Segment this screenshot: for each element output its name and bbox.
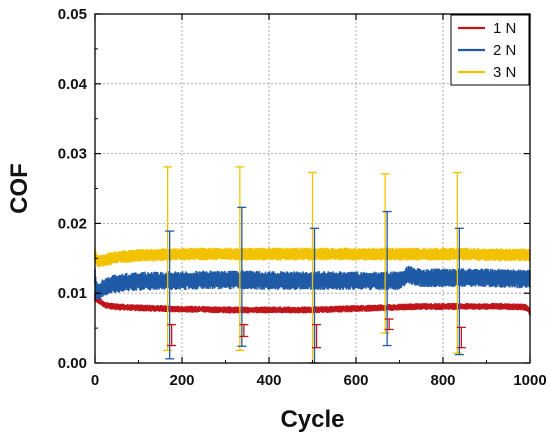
y-tick-label: 0.05: [58, 6, 87, 23]
axis-ticks: 0 200 400 600 800 1000 0.00 0.01 0.02 0.03 0.04 0.0…: [58, 6, 547, 389]
x-tick-label: 0: [91, 372, 99, 389]
legend-label: 1 N: [493, 20, 516, 37]
x-tick-label: 1000: [513, 372, 546, 389]
legend-label: 2 N: [493, 42, 516, 59]
x-tick-label: 600: [343, 372, 368, 389]
x-axis-title: Cycle: [280, 406, 344, 433]
y-tick-label: 0.01: [58, 285, 87, 302]
y-tick-label: 0.02: [58, 215, 87, 232]
x-tick-label: 800: [430, 372, 455, 389]
error-bars: [163, 166, 466, 364]
legend-label: 3 N: [493, 64, 516, 81]
x-tick-label: 200: [169, 372, 194, 389]
x-tick-label: 400: [256, 372, 281, 389]
y-tick-label: 0.04: [58, 76, 88, 93]
y-tick-label: 0.03: [58, 146, 87, 163]
y-axis-title: COF: [6, 163, 33, 214]
legend: 1 N 2 N 3 N: [450, 14, 530, 86]
y-tick-label: 0.00: [58, 355, 87, 372]
